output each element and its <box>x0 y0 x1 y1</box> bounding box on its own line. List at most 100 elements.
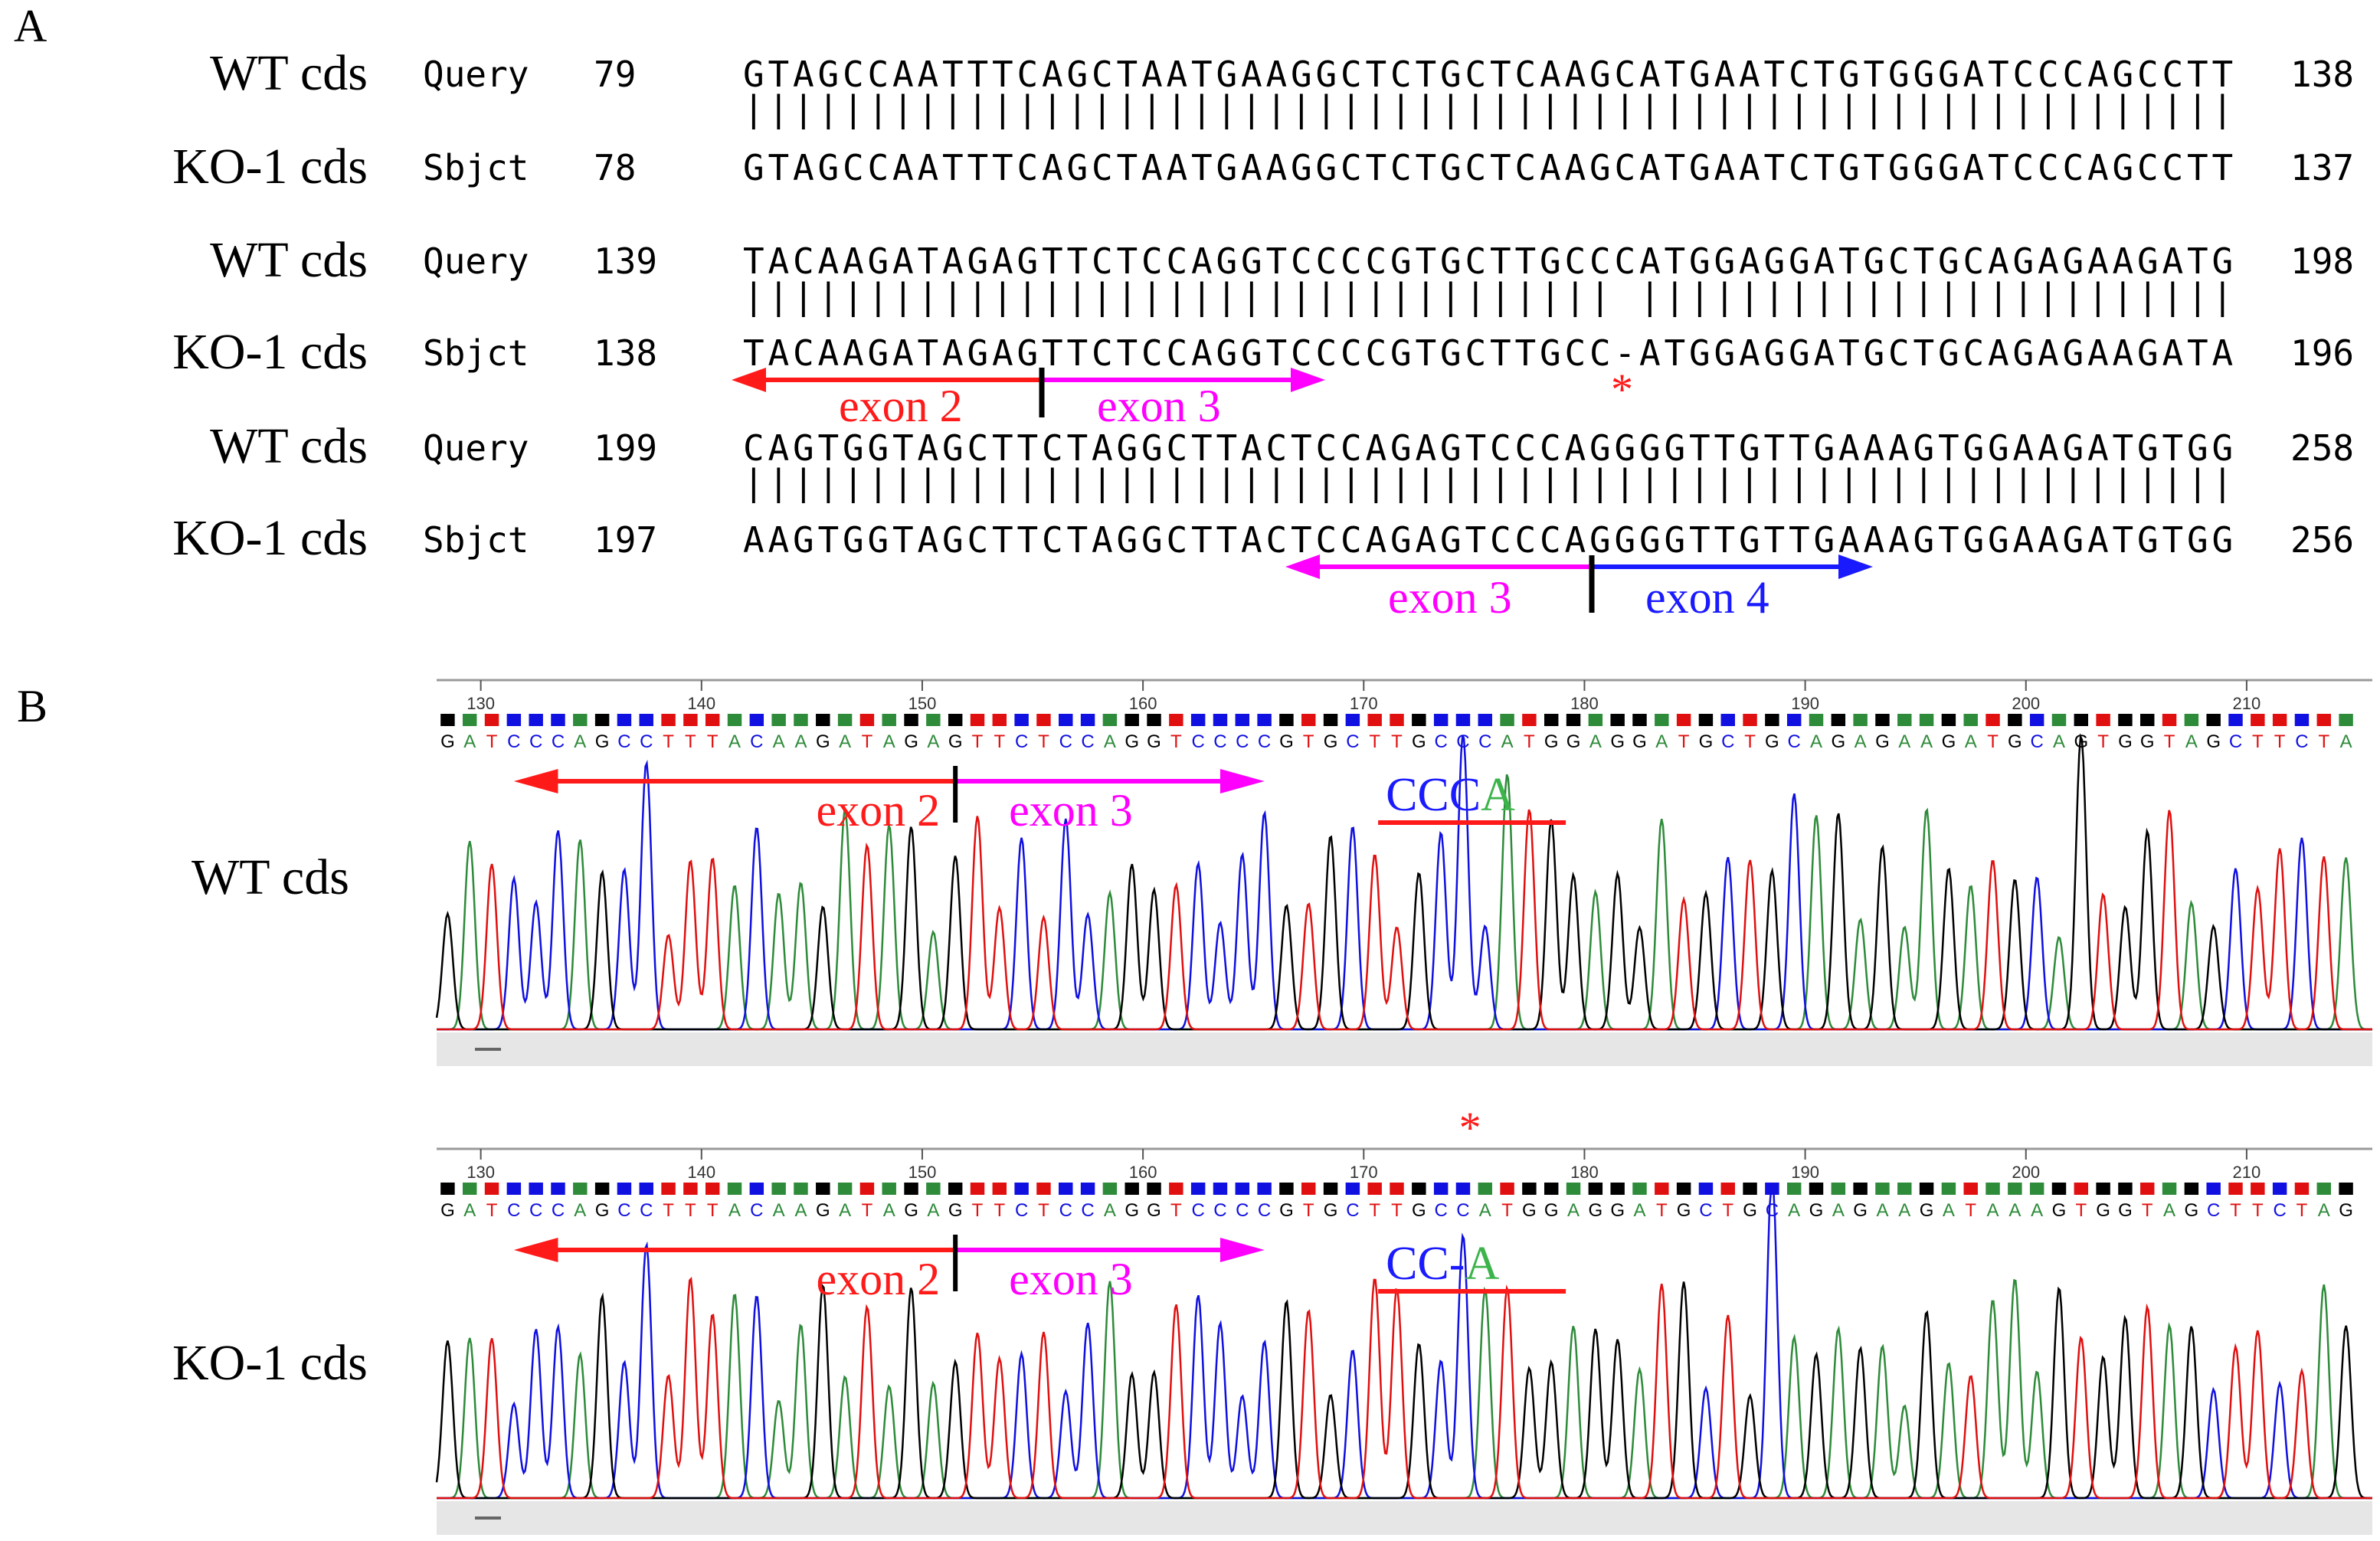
quality-square <box>463 714 477 726</box>
base-call: C <box>1456 731 1469 752</box>
quality-square <box>1433 1183 1449 1195</box>
base-call: G <box>1566 731 1581 752</box>
row-kind: Sbjct <box>423 519 529 561</box>
quality-square <box>771 1183 786 1195</box>
quality-square <box>904 714 918 726</box>
base-call: C <box>617 731 630 752</box>
quality-square <box>484 1183 499 1195</box>
quality-square <box>506 1183 522 1195</box>
base-call: C <box>1081 1200 1094 1221</box>
base-call: A <box>1104 1200 1116 1221</box>
tick-label: 210 <box>2233 1163 2261 1182</box>
exon-4-label: exon 4 <box>1645 572 1769 623</box>
quality-square <box>1941 1183 1956 1195</box>
base-call: G <box>1279 731 1294 752</box>
tick-label: 190 <box>1791 694 1819 713</box>
row-end: 258 <box>2290 427 2355 469</box>
tick-label: 170 <box>1350 1163 1378 1182</box>
base-call: T <box>2164 731 2175 752</box>
base-call: T <box>1170 731 1182 752</box>
quality-square <box>1522 714 1537 726</box>
quality-square <box>1433 714 1449 726</box>
row-start: 79 <box>594 54 637 95</box>
base-call: C <box>1015 1200 1028 1221</box>
quality-square <box>1655 1183 1669 1195</box>
base-call: C <box>1788 731 1801 752</box>
quality-square <box>1455 1183 1471 1195</box>
base-call: G <box>1942 731 1956 752</box>
base-call: G <box>2206 731 2221 752</box>
quality-square <box>1875 1183 1890 1195</box>
quality-square <box>1566 714 1581 726</box>
base-call: C <box>1456 1200 1469 1221</box>
tick-label: 140 <box>687 1163 715 1182</box>
base-call: C <box>617 1200 630 1221</box>
tick-label: 130 <box>467 694 495 713</box>
base-call: G <box>816 1200 830 1221</box>
base-call: C <box>507 731 520 752</box>
row-kind: Query <box>423 240 529 282</box>
tick-label: 170 <box>1350 694 1378 713</box>
quality-square <box>1323 1183 1338 1195</box>
quality-square <box>1743 714 1757 726</box>
base-call: T <box>1965 1200 1976 1221</box>
sequence-row: TACAAGATAGAGTTCTCCAGGTCCCCGTGCTTGCCCATGG… <box>743 240 2237 282</box>
tick-label: 150 <box>908 1163 937 1182</box>
quality-square <box>594 1183 610 1195</box>
quality-square <box>2339 714 2353 726</box>
base-call: G <box>2052 1200 2067 1221</box>
quality-square <box>1014 714 1029 726</box>
base-call: G <box>2185 1200 2199 1221</box>
base-call: A <box>463 731 476 752</box>
exon-3-arrowhead <box>1219 769 1265 793</box>
base-call: A <box>1655 731 1668 752</box>
quality-square <box>573 1183 588 1195</box>
quality-square <box>2096 714 2110 726</box>
quality-square <box>948 1183 963 1195</box>
base-call: A <box>773 1200 785 1221</box>
quality-square <box>1478 714 1492 726</box>
deletion-asterisk: * <box>1611 365 1633 414</box>
quality-square <box>1897 1183 1912 1195</box>
peak-trace-T <box>437 809 2372 1031</box>
base-call: T <box>2252 1200 2264 1221</box>
quality-square <box>594 714 610 726</box>
panel-letter-a: A <box>14 1 47 51</box>
quality-square <box>2162 1183 2177 1195</box>
tick-label: 180 <box>1570 1163 1599 1182</box>
base-call: T <box>994 731 1005 752</box>
quality-square <box>506 714 522 726</box>
quality-square <box>1986 714 2000 726</box>
quality-square <box>1676 714 1691 726</box>
tick-label: 140 <box>687 694 715 713</box>
base-call: C <box>2273 1200 2286 1221</box>
quality-square <box>1610 1183 1625 1195</box>
quality-square <box>1345 714 1360 726</box>
quality-square <box>1390 1183 1404 1195</box>
base-call: T <box>1391 731 1403 752</box>
base-call: G <box>904 731 918 752</box>
quality-square <box>573 714 588 726</box>
base-call: G <box>1765 731 1779 752</box>
quality-square <box>2008 1183 2022 1195</box>
quality-square <box>1919 1183 1934 1195</box>
base-call: G <box>904 1200 918 1221</box>
quality-square <box>661 1183 676 1195</box>
quality-square <box>2051 1183 2067 1195</box>
base-call: A <box>1104 731 1116 752</box>
scroll-thumb <box>475 1048 501 1051</box>
base-call: G <box>440 731 455 752</box>
base-call: G <box>1589 1200 1603 1221</box>
quality-square <box>882 714 896 726</box>
base-call: T <box>685 1200 696 1221</box>
quality-square <box>1080 714 1095 726</box>
base-call: A <box>883 1200 895 1221</box>
base-call: G <box>2140 731 2155 752</box>
base-call: T <box>2297 1200 2308 1221</box>
quality-square <box>926 1183 941 1195</box>
base-call: G <box>1853 1200 1868 1221</box>
base-call: C <box>529 1200 542 1221</box>
mutation-base-a: A <box>1481 769 1515 821</box>
base-call: C <box>640 731 653 752</box>
tick-label: 200 <box>2012 1163 2040 1182</box>
